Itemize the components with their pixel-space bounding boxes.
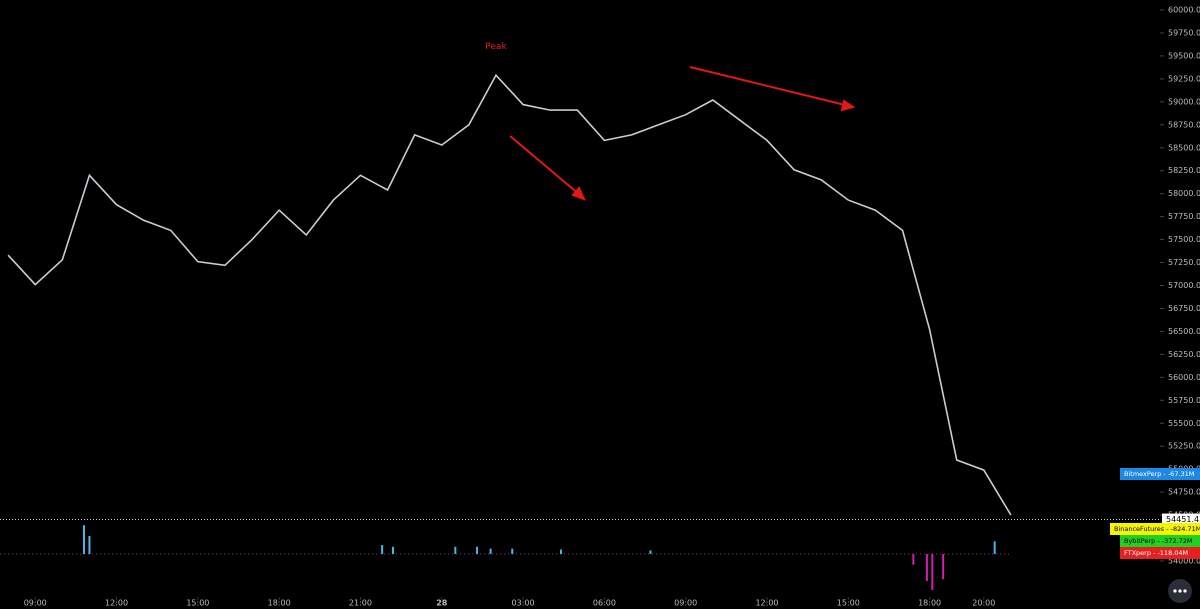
y-tick-label: 58750.00: [1168, 120, 1200, 129]
y-tick-label: 58500.00: [1168, 143, 1200, 152]
y-tick-label: 55750.00: [1168, 396, 1200, 405]
y-tick-label: 56750.00: [1168, 304, 1200, 313]
x-tick-label: 15:00: [186, 599, 209, 608]
menu-button[interactable]: [1168, 579, 1192, 603]
delta-bar: [560, 549, 563, 554]
legend-label: FTXperp - -118.04M: [1124, 549, 1188, 557]
delta-bar: [649, 550, 652, 554]
y-tick-label: 57500.00: [1168, 235, 1200, 244]
x-tick-label: 12:00: [105, 599, 128, 608]
legend-box: [1120, 468, 1200, 480]
delta-bar: [454, 546, 457, 554]
x-tick-label: 09:00: [674, 599, 697, 608]
x-tick-label: 15:00: [837, 599, 860, 608]
delta-bar: [993, 541, 996, 554]
price-line: [7, 73, 1012, 516]
delta-bar: [83, 525, 86, 554]
y-tick-label: 56500.00: [1168, 327, 1200, 336]
legend-label: BitmexPerp - -67.31M: [1124, 470, 1194, 478]
legend-label: BybitPerp - -372.72M: [1124, 537, 1192, 545]
last-price-box: [1162, 513, 1200, 526]
arrow: [509, 135, 581, 196]
y-tick-label: 56250.00: [1168, 350, 1200, 359]
legend-box: [1120, 535, 1200, 547]
dot: [1183, 589, 1187, 593]
y-tick-label: 54750.00: [1168, 488, 1200, 497]
annotation: Peak: [485, 42, 507, 52]
x-tick-label: 18:00: [918, 599, 941, 608]
delta-bar: [942, 554, 945, 580]
y-tick-label: 56000.00: [1168, 373, 1200, 382]
delta-bar: [931, 554, 934, 590]
y-tick-label: 55250.00: [1168, 442, 1200, 451]
x-tick-label: 21:00: [349, 599, 372, 608]
delta-bar: [391, 546, 394, 554]
delta-bar: [381, 545, 384, 554]
last-price-label: 54451.43: [1166, 515, 1200, 524]
y-tick-label: 59750.00: [1168, 28, 1200, 37]
delta-bar: [489, 548, 492, 554]
arrows: [509, 66, 856, 201]
y-tick-label: 60000.00: [1168, 6, 1200, 15]
x-tick-label: 06:00: [593, 599, 616, 608]
y-tick-label: 58000.00: [1168, 189, 1200, 198]
y-tick-label: 59250.00: [1168, 74, 1200, 83]
y-tick-label: 55500.00: [1168, 419, 1200, 428]
dot: [1173, 589, 1177, 593]
legend-box: [1110, 523, 1200, 535]
delta-bar: [476, 546, 479, 554]
y-tick-label: 59000.00: [1168, 97, 1200, 106]
delta-bar: [912, 554, 915, 565]
y-tick-label: 58250.00: [1168, 166, 1200, 175]
legend-box: [1120, 547, 1200, 559]
arrow: [689, 66, 846, 106]
y-tick-label: 57250.00: [1168, 258, 1200, 267]
y-tick-label: 59500.00: [1168, 51, 1200, 60]
x-tick-label: 28: [436, 599, 448, 608]
y-tick-label: 54000.00: [1168, 557, 1200, 566]
x-tick-label: 20:00: [972, 599, 995, 608]
y-tick-label: 57000.00: [1168, 281, 1200, 290]
x-tick-label: 03:00: [512, 599, 535, 608]
x-tick-label: 18:00: [268, 599, 291, 608]
x-tick-label: 09:00: [24, 599, 47, 608]
x-tick-label: 12:00: [755, 599, 778, 608]
arrow-head: [840, 99, 856, 112]
delta-bar: [88, 536, 91, 554]
y-tick-label: 57750.00: [1168, 212, 1200, 221]
delta-bar: [925, 554, 928, 581]
delta-bar: [511, 548, 514, 554]
arrow-head: [571, 186, 586, 201]
legend-label: BinanceFutures - -824.71M: [1114, 525, 1200, 533]
dot: [1178, 589, 1182, 593]
